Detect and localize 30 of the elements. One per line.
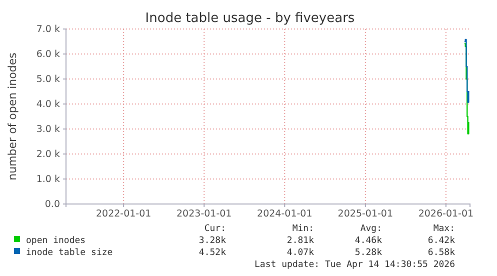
x-tick-label: 2026-01-01 [418,208,474,220]
x-tick-label: 2023-01-01 [176,208,232,220]
y-axis-title: number of open inodes [6,52,19,180]
text: 6.58k [428,248,456,258]
text: Last update: Tue Apr 14 14:30:55 2026 [254,260,455,270]
x-tick-label: 2022-01-01 [96,208,152,220]
text: 4.46k [354,236,383,246]
y-tick-label: 4.0 k [36,99,60,110]
text: 5.28k [354,248,383,258]
y-tick-label: 2.0 k [36,149,60,160]
y-tick-label: 0.0 [44,199,60,210]
text: 4.52k [198,248,227,258]
y-tick-label: 6.0 k [36,49,60,60]
text: Avg: [360,224,382,234]
chart-title: Inode table usage - by fiveyears [145,11,355,26]
legend-label: inode table size [26,248,113,258]
text: Min: [292,224,314,234]
y-tick-label: 5.0 k [36,74,60,86]
y-tick-label: 3.0 k [36,124,60,136]
text: 2.81k [286,236,315,246]
x-tick-label: 2024-01-01 [257,208,312,220]
y-tick-label: 1.0 k [36,174,60,186]
text: 3.28k [198,236,227,246]
y-tick-label: 7.0 k [36,24,60,36]
text: 4.07k [286,248,315,258]
x-tick-label: 2025-01-01 [338,208,394,220]
text: 6.42k [428,236,456,246]
text: Cur: [204,224,226,234]
text: Max: [433,224,455,234]
legend-label: open inodes [26,236,86,246]
